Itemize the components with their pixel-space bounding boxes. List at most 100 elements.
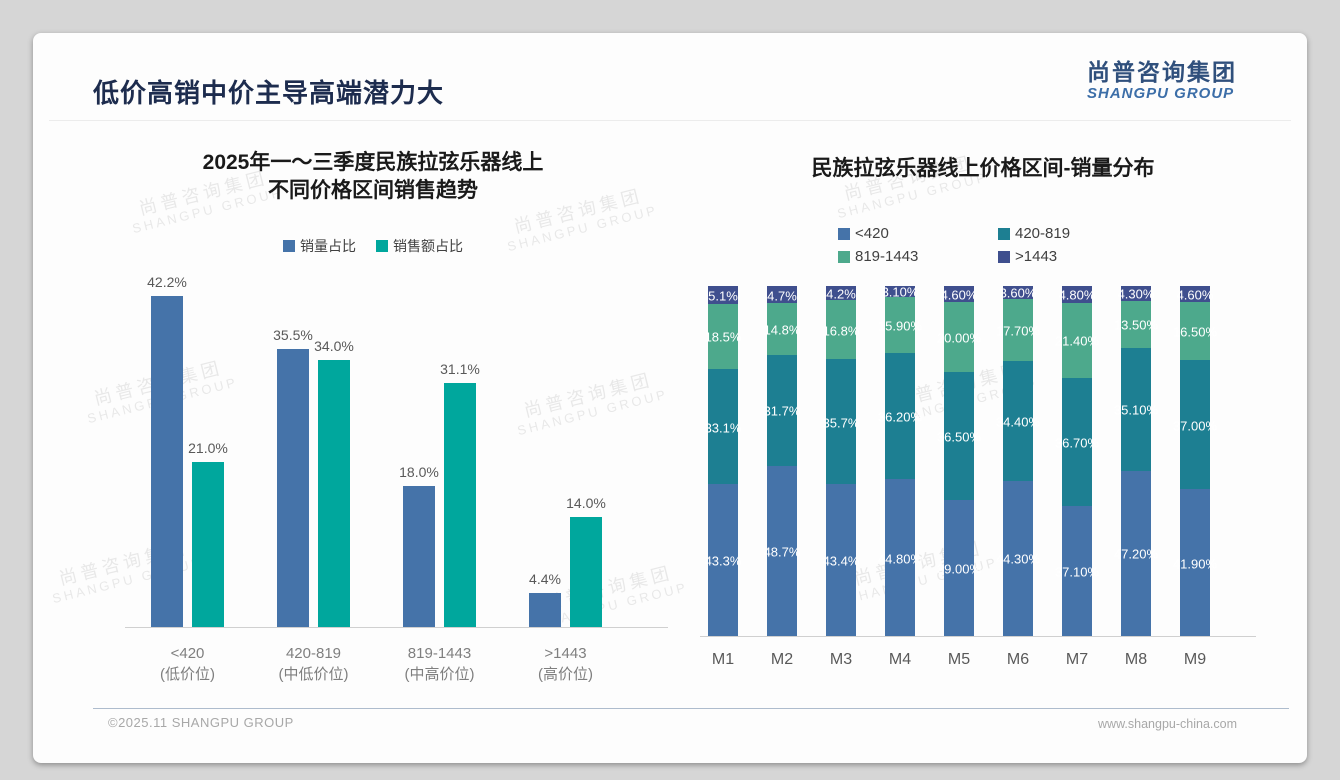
right-chart-legend: <420 420-819 819-1443 >1443 bbox=[838, 225, 1138, 265]
segment-value-label: 18.5% bbox=[704, 329, 742, 345]
bar-value-label: 4.4% bbox=[529, 571, 561, 587]
bar-segment-819-1443 bbox=[767, 302, 797, 355]
bar-segment-<420 bbox=[944, 499, 974, 636]
bar-segment-<420 bbox=[1062, 506, 1092, 636]
legend-label: 819-1443 bbox=[855, 248, 919, 265]
header-divider bbox=[49, 120, 1291, 121]
bar-segment-<420 bbox=[708, 484, 738, 636]
bar-segment-<420 bbox=[1121, 470, 1151, 636]
legend-swatch bbox=[998, 250, 1010, 263]
segment-value-label: 4.60% bbox=[1176, 287, 1214, 303]
category-label: M5 bbox=[947, 651, 971, 668]
segment-value-label: 47.20% bbox=[1113, 546, 1159, 562]
bar-value-label: 35.5% bbox=[273, 327, 313, 343]
bar-segment->1443 bbox=[1062, 286, 1092, 303]
x-axis-line bbox=[125, 627, 668, 628]
segment-value-label: 4.7% bbox=[767, 288, 797, 304]
left-chart-title: 2025年一～三季度民族拉弦乐器线上 不同价格区间销售趋势 bbox=[128, 149, 618, 205]
category-label: 420-819 (中低价位) bbox=[279, 643, 349, 685]
legend-label: <420 bbox=[855, 225, 889, 242]
bar-segment-420-819 bbox=[1062, 377, 1092, 507]
segment-value-label: 16.8% bbox=[822, 323, 860, 339]
bar-销售额占比 bbox=[192, 462, 224, 627]
slide: 尚普咨询集团 SHANGPU GROUP 尚普咨询集团 SHANGPU GROUP 尚普… bbox=[33, 33, 1307, 763]
legend-item: <420 bbox=[838, 225, 978, 242]
bar-value-label: 21.0% bbox=[188, 440, 228, 456]
legend-item: >1443 bbox=[998, 248, 1138, 265]
category-label: M2 bbox=[770, 651, 794, 668]
bar-segment-819-1443 bbox=[1180, 302, 1210, 360]
segment-value-label: 4.30% bbox=[1117, 286, 1155, 302]
legend-swatch bbox=[283, 240, 295, 252]
bar-segment-<420 bbox=[826, 484, 856, 636]
segment-value-label: 34.40% bbox=[995, 414, 1041, 430]
bar-销售额占比 bbox=[318, 360, 350, 627]
bar-segment-819-1443 bbox=[708, 303, 738, 369]
footer-divider bbox=[93, 708, 1289, 709]
bar-销售额占比 bbox=[444, 383, 476, 627]
bar-segment->1443 bbox=[767, 286, 797, 303]
segment-value-label: 3.60% bbox=[999, 285, 1037, 301]
segment-value-label: 4.80% bbox=[1058, 287, 1096, 303]
bar-segment-420-819 bbox=[1121, 347, 1151, 471]
left-chart-title-line1: 2025年一～三季度民族拉弦乐器线上 bbox=[202, 151, 544, 174]
segment-value-label: 20.00% bbox=[936, 330, 982, 346]
category-label: M4 bbox=[888, 651, 912, 668]
segment-value-label: 37.10% bbox=[1054, 564, 1100, 580]
legend-label: 420-819 bbox=[1015, 225, 1071, 242]
segment-value-label: 37.00% bbox=[1172, 418, 1218, 434]
segment-value-label: 15.90% bbox=[877, 318, 923, 334]
right-chart-plot: 43.3% 33.1% 18.5% 5.1% M1 48.7% 31.7% 14.8% 4.7%… bbox=[693, 285, 1273, 668]
bar-value-label: 18.0% bbox=[399, 464, 439, 480]
footer-copyright: ©2025.11 SHANGPU GROUP bbox=[108, 715, 294, 730]
segment-value-label: 36.20% bbox=[877, 409, 923, 425]
footer-url: www.shangpu-china.com bbox=[1098, 717, 1237, 731]
legend-label: 销售额占比 bbox=[393, 238, 463, 254]
segment-value-label: 35.7% bbox=[822, 415, 860, 431]
legend-swatch bbox=[838, 227, 850, 240]
bar-销量占比 bbox=[277, 349, 309, 627]
bar-segment-420-819 bbox=[885, 352, 915, 480]
bar-销量占比 bbox=[151, 296, 183, 627]
segment-value-label: 43.3% bbox=[704, 553, 742, 569]
left-chart-legend: 销量占比 销售额占比 bbox=[128, 236, 618, 256]
bar-segment-420-819 bbox=[826, 359, 856, 485]
bar-segment-420-819 bbox=[767, 354, 797, 466]
segment-value-label: 17.70% bbox=[995, 323, 1041, 339]
right-chart-title: 民族拉弦乐器线上价格区间-销量分布 bbox=[811, 157, 1155, 180]
bar-segment-<420 bbox=[767, 465, 797, 636]
segment-value-label: 16.50% bbox=[1172, 324, 1218, 340]
bar-value-label: 42.2% bbox=[147, 274, 187, 290]
legend-item: 819-1443 bbox=[838, 248, 978, 265]
bar-segment-819-1443 bbox=[1003, 298, 1033, 361]
segment-value-label: 14.8% bbox=[763, 322, 801, 338]
segment-value-label: 5.1% bbox=[708, 288, 738, 304]
company-logo: 尚普咨询集团 SHANGPU GROUP bbox=[1087, 59, 1237, 103]
legend-swatch bbox=[838, 250, 850, 263]
bar-segment-<420 bbox=[1180, 489, 1210, 636]
legend-label: >1443 bbox=[1015, 248, 1058, 265]
bar-segment->1443 bbox=[944, 285, 974, 302]
logo-english-text: SHANGPU GROUP bbox=[1087, 85, 1235, 102]
bar-segment-819-1443 bbox=[826, 300, 856, 360]
segment-value-label: 39.00% bbox=[936, 561, 982, 577]
segment-value-label: 44.80% bbox=[877, 551, 923, 567]
logo-chinese-text: 尚普咨询集团 bbox=[1087, 59, 1237, 85]
x-axis-line bbox=[700, 636, 1256, 637]
category-label: M8 bbox=[1124, 651, 1148, 668]
category-label: >1443 (高价位) bbox=[538, 643, 593, 685]
bar-segment-819-1443 bbox=[1121, 300, 1151, 348]
left-chart-title-line2: 不同价格区间销售趋势 bbox=[268, 179, 478, 202]
page-title: 低价高销中价主导高端潜力大 bbox=[93, 78, 445, 108]
segment-value-label: 4.60% bbox=[940, 287, 978, 303]
bar-segment->1443 bbox=[885, 286, 915, 297]
category-label: M1 bbox=[711, 651, 735, 668]
bar-segment-819-1443 bbox=[1062, 302, 1092, 378]
legend-item: 420-819 bbox=[998, 225, 1138, 242]
segment-value-label: 31.7% bbox=[763, 403, 801, 419]
bar-销量占比 bbox=[529, 593, 561, 627]
category-label: M6 bbox=[1006, 651, 1030, 668]
category-label: M9 bbox=[1183, 651, 1207, 668]
category-label-line: (中高价位) bbox=[404, 666, 475, 683]
